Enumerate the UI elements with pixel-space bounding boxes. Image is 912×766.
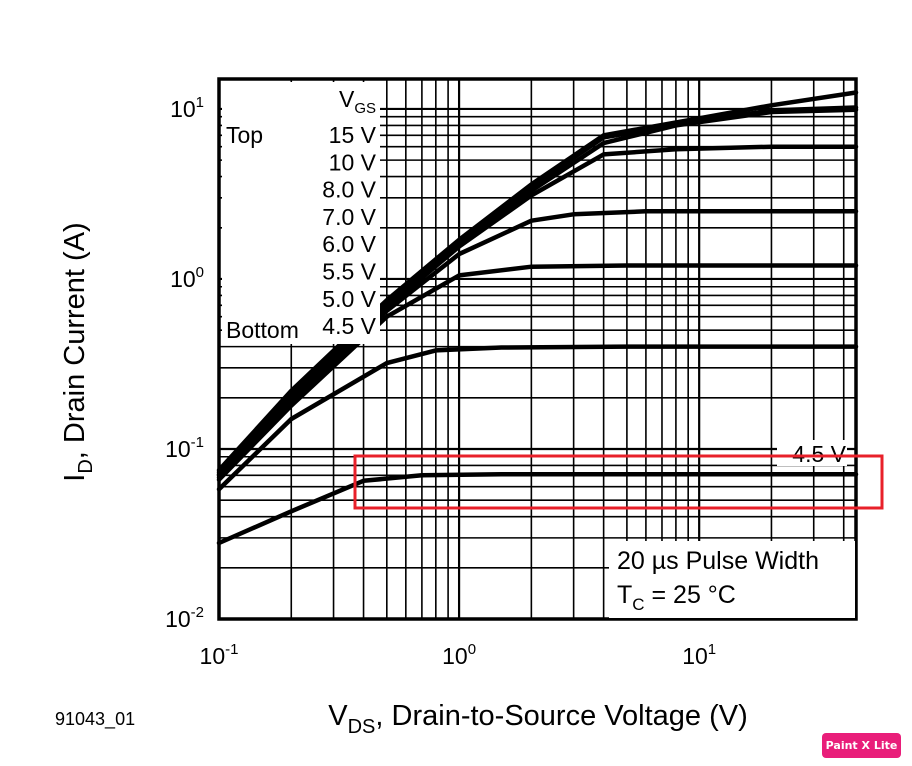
curve-label: 4.5 V xyxy=(792,441,846,467)
conditions-background xyxy=(609,541,855,618)
curves xyxy=(216,90,859,546)
series-line xyxy=(216,344,859,492)
pulse-note: 20 µs Pulse Width xyxy=(617,547,819,575)
legend-bottom-label: Bottom xyxy=(226,317,299,343)
legend-entry: 6.0 V xyxy=(322,231,376,257)
legend-entry: 10 V xyxy=(329,149,377,175)
series-line xyxy=(216,263,859,482)
plot-frame xyxy=(217,77,858,621)
x-tick-label: 10-1 xyxy=(200,641,239,669)
axis-labels: VDS, Drain-to-Source Voltage (V) ID, Drai… xyxy=(59,222,748,738)
series-line xyxy=(216,209,859,480)
y-axis-label-group: ID, Drain Current (A) xyxy=(59,222,97,481)
legend-entry: 15 V xyxy=(329,122,377,148)
legend-entry: 5.5 V xyxy=(322,259,376,285)
watermark-badge: Paint X Lite xyxy=(822,733,901,758)
series-line xyxy=(216,472,859,546)
tick-labels: 10-1 100 101 101 100 10-1 10-2 xyxy=(165,94,716,669)
tc-note: TC = 25 °C xyxy=(617,581,736,614)
x-tick-label: 101 xyxy=(682,641,716,669)
legend: VGS 15 V10 V8.0 V7.0 V6.0 V5.5 V5.0 V4.5 … xyxy=(226,86,377,343)
y-tick-label: 10-1 xyxy=(165,434,204,462)
annotations: 4.5 V 20 µs Pulse Width TC = 25 °C xyxy=(353,440,884,618)
legend-title: VGS xyxy=(339,86,376,117)
legend-background xyxy=(222,82,380,344)
legend-entry: 7.0 V xyxy=(322,204,376,230)
legend-entry: 4.5 V xyxy=(322,313,376,339)
y-tick-label: 10-2 xyxy=(165,604,204,632)
legend-entry: 5.0 V xyxy=(322,286,376,312)
figure-id: 91043_01 xyxy=(55,709,136,729)
curve-label-background xyxy=(777,440,847,466)
legend-entry: 8.0 V xyxy=(322,177,376,203)
highlight-box xyxy=(353,454,884,510)
y-axis-label: ID, Drain Current (A) xyxy=(59,222,97,481)
y-tick-label: 101 xyxy=(170,94,204,122)
x-tick-label: 100 xyxy=(442,641,476,669)
x-axis-label: VDS, Drain-to-Source Voltage (V) xyxy=(328,700,747,738)
y-tick-label: 100 xyxy=(170,264,204,292)
legend-top-label: Top xyxy=(226,122,263,148)
